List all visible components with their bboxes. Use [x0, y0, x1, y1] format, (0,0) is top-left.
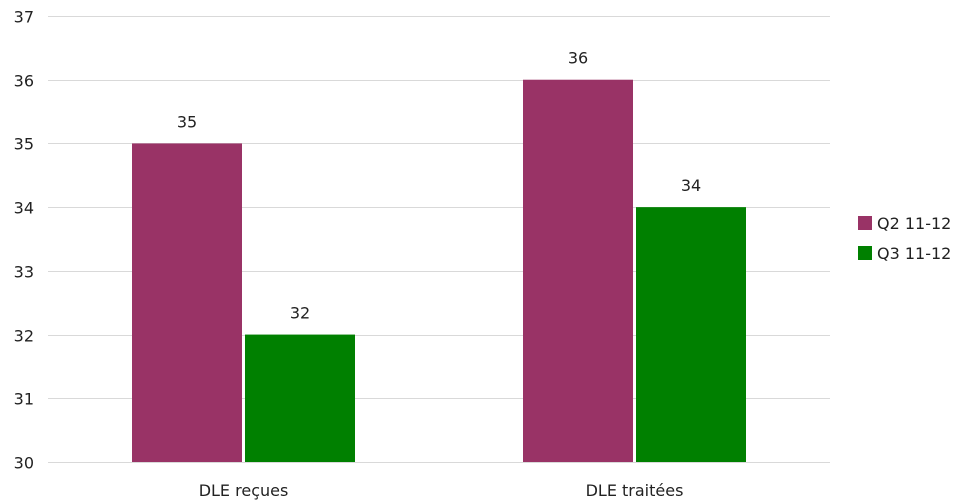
x-axis: DLE reçues DLE traitées: [199, 481, 684, 500]
bar-value-label: 36: [568, 49, 588, 68]
y-tick-label: 31: [14, 390, 34, 409]
legend-label: Q2 11-12: [877, 214, 951, 233]
bar: [245, 334, 355, 462]
x-category-label: DLE traitées: [586, 481, 684, 500]
bar: [132, 143, 242, 462]
bar: [636, 207, 746, 462]
legend-swatch: [858, 246, 872, 260]
y-tick-label: 37: [14, 8, 34, 27]
bar-value-label: 35: [177, 112, 197, 131]
legend: Q2 11-12 Q3 11-12: [858, 214, 951, 263]
y-tick-label: 33: [14, 263, 34, 282]
legend-swatch: [858, 216, 872, 230]
x-category-label: DLE reçues: [199, 481, 289, 500]
y-tick-label: 35: [14, 135, 34, 154]
y-tick-label: 32: [14, 327, 34, 346]
bars: [132, 79, 746, 462]
data-labels: 35 32 36 34: [177, 49, 701, 323]
bar-value-label: 34: [681, 176, 701, 195]
y-tick-label: 36: [14, 72, 34, 91]
bar: [523, 79, 633, 462]
bar-value-label: 32: [290, 304, 310, 323]
y-tick-label: 34: [14, 199, 34, 218]
y-tick-label: 30: [14, 454, 34, 473]
legend-label: Q3 11-12: [877, 244, 951, 263]
y-axis: 30 31 32 33 34 35 36 37: [14, 8, 34, 473]
